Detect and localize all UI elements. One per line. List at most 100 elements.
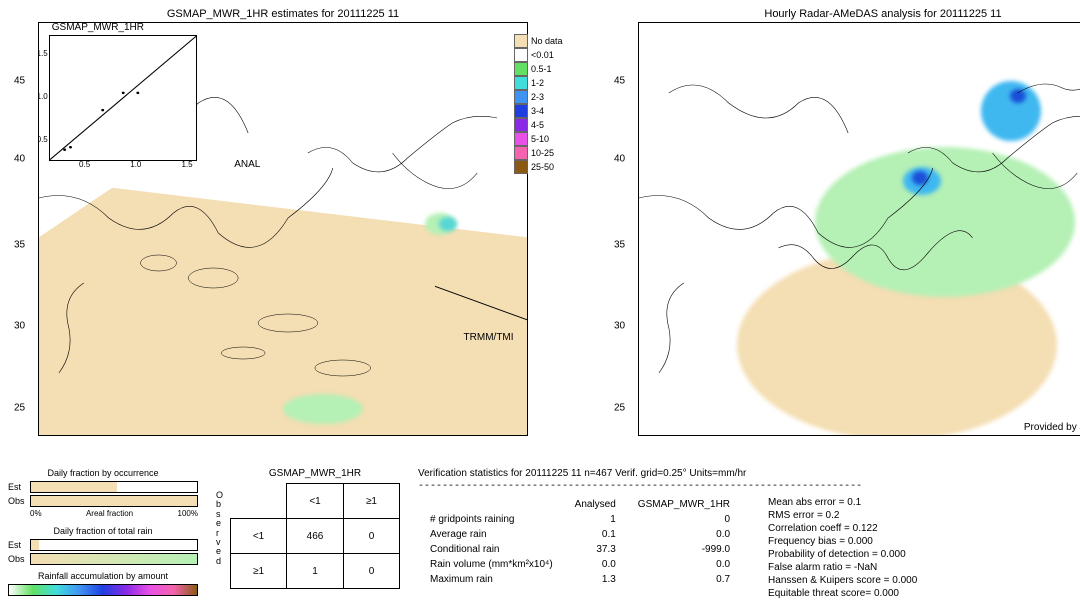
y-tick: 40 [614,153,625,164]
legend-swatch [514,146,528,160]
stat-table: Analysed GSMAP_MWR_1HR # gridpoints rain… [418,496,742,588]
map-label: TRMM/TMI [464,332,514,343]
stat-a: 1.3 [565,573,626,586]
right-map-panel: Hourly Radar-AMeDAS analysis for 2011122… [638,8,1080,438]
y-tick: 25 [14,402,25,413]
bar-track [30,495,198,507]
bar-est-rain: Est [8,539,198,551]
bar-fill [31,482,117,492]
map-label: ANAL [234,159,260,170]
left-map-panel: GSMAP_MWR_1HR estimates for 20111225 11 [38,8,528,438]
bar-fill [31,496,197,506]
x-tick: 140 [1006,435,1023,436]
row-header: <1 [231,519,287,554]
colorbar-legend: No data<0.010.5-1 1-2 2-3 3-4 4-5 5-10 10-25 25… [514,34,594,174]
right-map-frame: Provided by JWA/JMA 120125130135140145 [638,22,1080,436]
score-line: Correlation coeff = 0.122 [768,522,917,535]
inset-xtick: 1.5 [182,160,193,169]
legend-row: 3-4 [514,104,594,118]
verification-block: Verification statistics for 20111225 11 … [418,468,1072,600]
legend-row: 2-3 [514,90,594,104]
y-tick: 35 [14,239,25,250]
legend-row: 0.5-1 [514,62,594,76]
col-label: Analysed [565,498,626,511]
rain-blob [439,217,457,231]
rain-blob [981,81,1041,141]
inset-ytick: 0.5 [38,135,48,144]
stat-b: 0.0 [628,558,740,571]
bar-obs-rain: Obs [8,553,198,565]
fraction-block: Daily fraction by occurrence Est Obs 0% … [8,468,198,596]
axis-100: 100% [178,509,198,518]
cell: 0 [343,554,399,589]
bar-fill [31,554,197,564]
inset-ytick: 1.0 [38,92,48,101]
stat-a: 1 [565,513,626,526]
x-tick: 120 [650,435,667,436]
legend-row: 1-2 [514,76,594,90]
score-line: Mean abs error = 0.1 [768,496,917,509]
left-map-title: GSMAP_MWR_1HR estimates for 20111225 11 [38,8,528,22]
bar-track [30,553,198,565]
stat-row: Rain volume (mm*km²x10⁴)0.00.0 [420,558,740,571]
y-tick: 25 [614,402,625,413]
y-tick: 30 [614,321,625,332]
rain-title: Daily fraction of total rain [8,526,198,536]
stat-row: Conditional rain37.3-999.0 [420,543,740,556]
legend-row: 10-25 [514,146,594,160]
observed-side-label: O b s e r v e d [216,491,226,567]
y-tick: 45 [14,76,25,87]
legend-swatch [514,48,528,62]
grad-title: Rainfall accumulation by amount [8,571,198,581]
legend-row: <0.01 [514,48,594,62]
contingency-table: <1 ≥1 <1 466 0 ≥1 1 0 [230,483,400,589]
inset-ytick: 1.5 [38,49,48,58]
y-tick: 30 [14,321,25,332]
top-row: GSMAP_MWR_1HR estimates for 20111225 11 [8,8,1072,448]
left-map-frame: GSMAP_MWR_1HR 1.51.00.50.51.01.5 ANAL TRM… [38,22,528,436]
bottom-row: Daily fraction by occurrence Est Obs 0% … [8,468,1072,600]
contingency-block: O b s e r v e d GSMAP_MWR_1HR <1 ≥1 <1 4… [216,468,400,589]
legend-row: No data [514,34,594,48]
cell: 1 [287,554,344,589]
stat-row: Maximum rain1.30.7 [420,573,740,586]
stat-name: Maximum rain [420,573,563,586]
stat-name: Average rain [420,528,563,541]
x-tick: 130 [826,435,843,436]
score-line: Frequency bias = 0.000 [768,535,917,548]
legend-label: 25-50 [531,162,554,172]
stat-a: 37.3 [565,543,626,556]
legend-label: 5-10 [531,134,549,144]
inset-xtick: 0.5 [79,160,90,169]
bar-axis: 0% Areal fraction 100% [8,509,198,518]
verif-header: Verification statistics for 20111225 11 … [418,468,1072,479]
score-line: Equitable threat score= 0.000 [768,587,917,600]
rain-blob [1010,89,1026,103]
score-line: Hanssen & Kuipers score = 0.000 [768,574,917,587]
legend-label: 1-2 [531,78,544,88]
stat-table-wrap: Analysed GSMAP_MWR_1HR # gridpoints rain… [418,496,742,600]
bar-est-label: Est [8,540,30,550]
col-label: GSMAP_MWR_1HR [628,498,740,511]
score-line: Probability of detection = 0.000 [768,548,917,561]
y-tick: 35 [614,239,625,250]
stat-name: Rain volume (mm*km²x10⁴) [420,558,563,571]
legend-label: 4-5 [531,120,544,130]
inset-box: GSMAP_MWR_1HR 1.51.00.50.51.01.5 [49,35,197,161]
legend-label: 3-4 [531,106,544,116]
stat-name: # gridpoints raining [420,513,563,526]
legend-row: 25-50 [514,160,594,174]
legend-swatch [514,90,528,104]
right-map-title: Hourly Radar-AMeDAS analysis for 2011122… [638,8,1080,22]
axis-0: 0% [30,509,42,518]
row-header: ≥1 [231,554,287,589]
rain-blob [815,147,1075,297]
stat-name: Conditional rain [420,543,563,556]
stat-b: 0 [628,513,740,526]
bar-est-occ: Est [8,481,198,493]
x-tick: 135 [914,435,931,436]
y-tick: 45 [614,76,625,87]
occ-title: Daily fraction by occurrence [8,468,198,478]
stat-b: 0.0 [628,528,740,541]
bar-track [30,539,198,551]
